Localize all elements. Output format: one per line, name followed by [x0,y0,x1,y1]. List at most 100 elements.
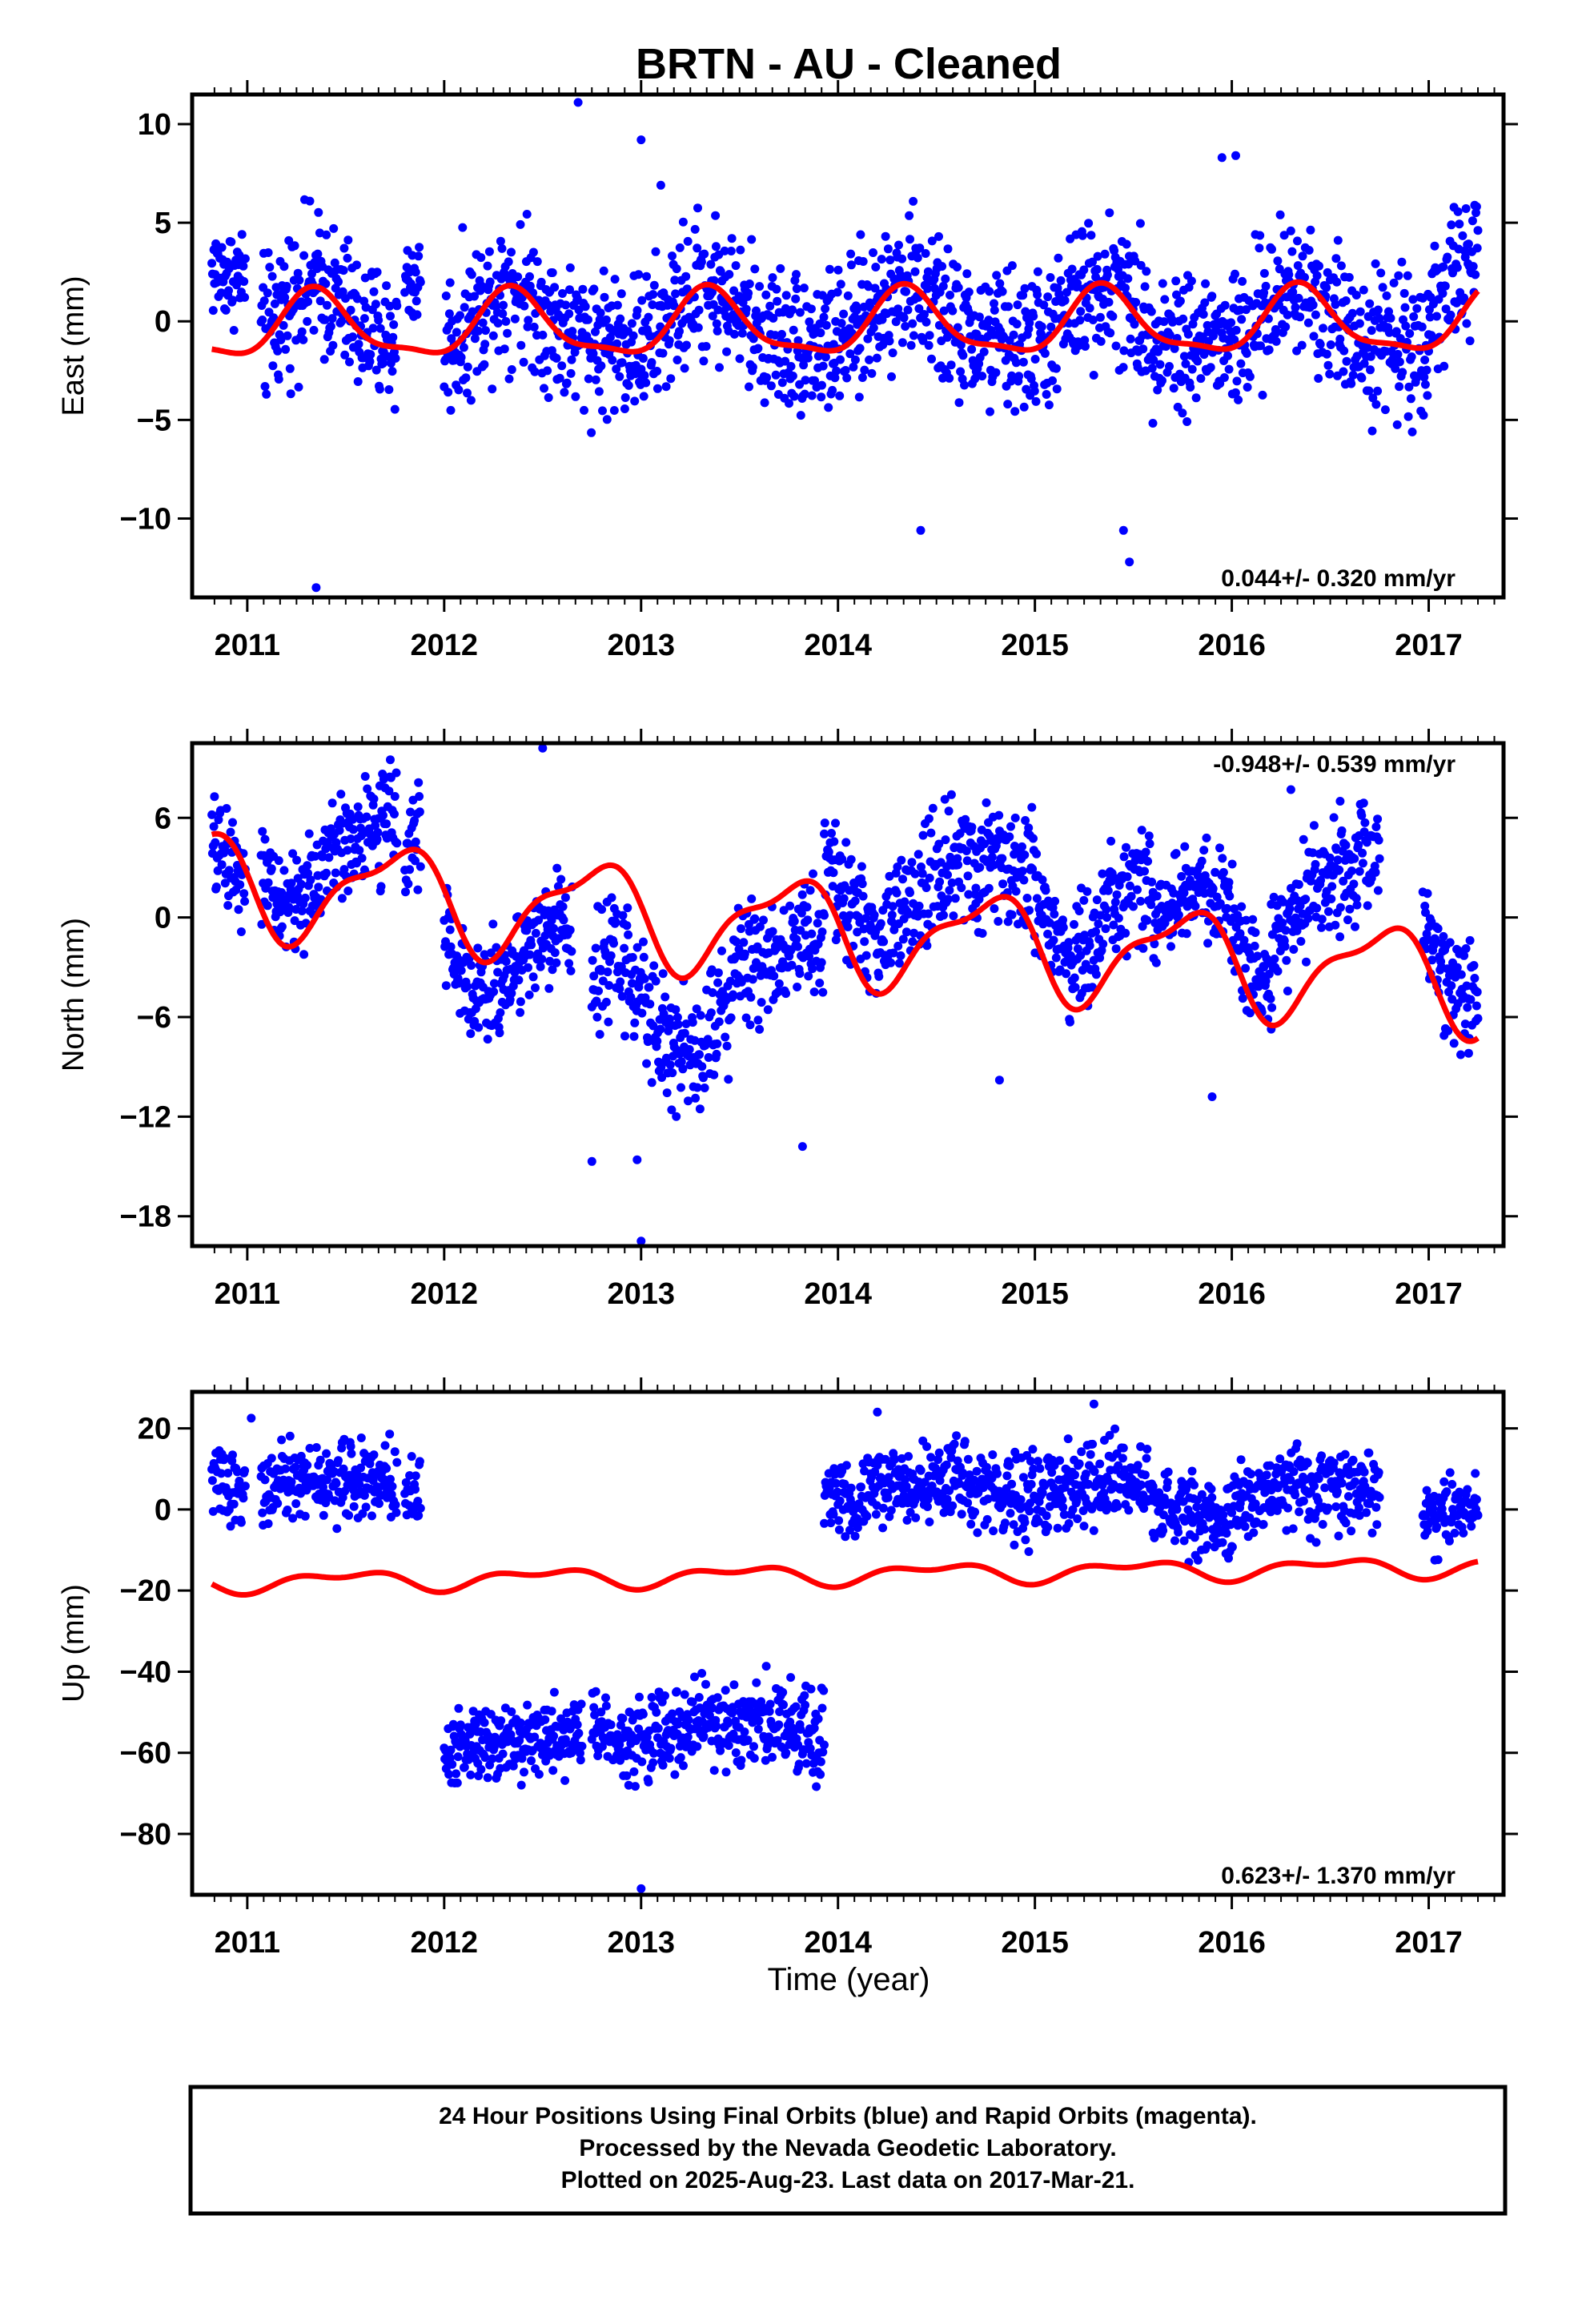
data-point [630,1018,640,1027]
data-point [392,1458,402,1467]
data-point [1458,231,1468,240]
data-point [382,819,391,829]
data-point [990,904,999,914]
data-point [905,211,914,220]
data-point [262,389,271,399]
data-point [379,359,387,368]
data-point [861,951,871,960]
data-point [299,335,308,344]
y-tick-label: −10 [120,502,171,536]
data-point [503,328,512,338]
data-point [1339,876,1348,886]
data-point [662,1088,672,1098]
data-point [1058,923,1068,932]
data-point [1136,260,1146,270]
data-point [693,1083,702,1092]
data-point [827,829,836,838]
data-point [477,281,487,291]
data-point [567,355,576,364]
data-point [708,988,717,997]
y-tick-label: 10 [138,108,171,142]
data-point [843,923,853,931]
data-point [1050,896,1060,906]
data-point [788,305,797,315]
data-point [557,361,567,371]
data-point [638,1710,648,1719]
data-point [384,385,394,394]
data-point [735,354,745,364]
data-point [834,1525,844,1534]
data-point [1245,1008,1255,1018]
data-point [235,880,245,890]
data-point [1119,852,1129,862]
data-point [576,1748,584,1758]
data-point [537,955,547,964]
data-point [801,1700,810,1710]
data-point [540,384,548,393]
data-point [489,987,499,996]
data-point [281,1464,291,1474]
data-point [924,340,934,350]
data-point [817,1703,827,1713]
data-point [712,1721,721,1731]
data-point [460,1763,469,1772]
data-point [1080,931,1090,940]
data-point [488,1754,497,1763]
data-point [684,1096,693,1106]
outlier-point [916,525,926,535]
data-point [360,772,370,781]
data-point [226,827,235,837]
data-point [799,283,809,293]
data-point [1048,376,1057,385]
data-point [679,1761,688,1771]
data-point [809,987,819,997]
data-point [416,277,425,287]
data-point [921,317,931,327]
data-point [415,792,424,801]
data-point [1179,352,1189,361]
data-point [606,951,616,960]
data-point [300,1511,310,1521]
data-point [590,1711,600,1719]
data-point [1281,926,1291,935]
data-point [946,360,956,370]
data-point [998,287,1007,296]
data-point [1123,274,1133,283]
data-point [1242,915,1251,925]
data-point [665,336,674,345]
data-point [1261,281,1271,291]
data-point [616,1755,625,1765]
data-point [857,373,867,382]
data-point [452,328,461,337]
data-point [833,287,842,297]
data-point [392,838,402,848]
data-point [319,1510,328,1520]
data-point [792,935,801,944]
data-point [1030,386,1039,396]
data-point [709,1070,719,1080]
data-point [452,1769,461,1779]
data-point [644,983,654,992]
data-point [1345,904,1355,914]
data-point [444,309,454,319]
data-point [909,196,918,206]
data-point [303,869,313,878]
data-point [323,1475,331,1485]
data-point [611,917,620,927]
data-point [1041,886,1050,895]
data-point [703,1035,713,1044]
data-point [1171,849,1181,858]
data-point [1332,277,1342,287]
data-point [315,1455,325,1465]
data-point [1456,970,1466,979]
data-point [1106,328,1115,338]
data-point [596,966,606,975]
data-point [501,316,511,326]
data-point [574,305,584,315]
data-point [1259,268,1269,278]
data-point [761,1755,770,1765]
data-point [358,1509,367,1518]
data-point [1327,895,1336,903]
data-point [820,829,829,838]
data-point [1230,904,1239,914]
